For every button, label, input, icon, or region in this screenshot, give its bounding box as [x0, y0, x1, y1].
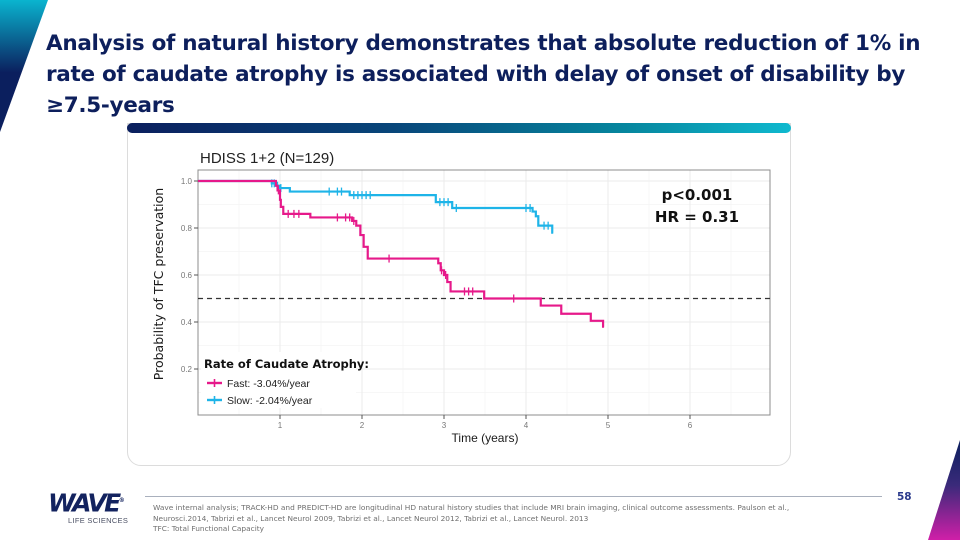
x-tick-label: 5 — [606, 421, 611, 430]
footnote-line: Wave internal analysis; TRACK-HD and PRE… — [153, 503, 790, 512]
legend-title: Rate of Caudate Atrophy: — [204, 357, 369, 371]
x-tick-label: 6 — [688, 421, 693, 430]
legend-slow-label: Slow: -2.04%/year — [227, 395, 313, 407]
footer-divider — [145, 496, 882, 497]
axis-ticks: 1 2 3 4 5 6 0.2 0.4 0.6 0.8 1.0 — [181, 177, 693, 430]
wave-logo: WAVE® LIFE SCIENCES — [48, 488, 134, 528]
slide-title: Analysis of natural history demonstrates… — [46, 31, 921, 118]
footnote-line: TFC: Total Functional Capacity — [153, 524, 265, 533]
logo-wordmark: WAVE® — [48, 488, 134, 516]
x-tick-label: 2 — [360, 421, 365, 430]
footnote: Wave internal analysis; TRACK-HD and PRE… — [153, 503, 873, 535]
series-fast — [198, 179, 605, 328]
footnote-line: Neurosci.2014, Tabrizi et al., Lancet Ne… — [153, 513, 589, 523]
y-tick-label: 0.8 — [181, 224, 193, 233]
logo-name: WAVE — [48, 488, 121, 518]
x-tick-label: 4 — [524, 421, 529, 430]
x-tick-label: 1 — [278, 421, 283, 430]
chart-title: HDISS 1+2 (N=129) — [200, 150, 334, 167]
page-number: 58 — [897, 491, 912, 503]
y-tick-label: 0.2 — [181, 365, 193, 374]
x-axis-title: Time (years) — [452, 431, 519, 445]
series-line-fast — [198, 179, 605, 328]
series-line-slow — [198, 179, 554, 234]
y-tick-label: 0.4 — [181, 318, 193, 327]
series-group — [198, 179, 605, 328]
decorative-corner-top-left — [0, 0, 48, 132]
y-axis-title: Probability of TFC preservation — [151, 188, 166, 380]
legend-background — [201, 352, 356, 408]
hazard-ratio-annotation: HR = 0.31 — [655, 208, 739, 226]
plot-frame — [197, 169, 771, 416]
series-slow — [198, 179, 554, 234]
decorative-corner-bottom-right — [928, 440, 960, 540]
legend-item-slow: Slow: -2.04%/year — [207, 395, 313, 407]
trademark-symbol: ® — [118, 497, 125, 504]
legend-fast-label: Fast: -3.04%/year — [227, 378, 310, 390]
legend-item-fast: Fast: -3.04%/year — [207, 378, 310, 390]
legend: Rate of Caudate Atrophy: Fast: -3.04%/ye… — [201, 352, 369, 408]
y-tick-label: 0.6 — [181, 271, 193, 280]
x-tick-label: 3 — [442, 421, 447, 430]
p-value-annotation: p<0.001 — [662, 186, 733, 204]
y-tick-label: 1.0 — [181, 177, 193, 186]
card-header-bar — [127, 123, 791, 133]
logo-tagline: LIFE SCIENCES — [68, 516, 129, 525]
